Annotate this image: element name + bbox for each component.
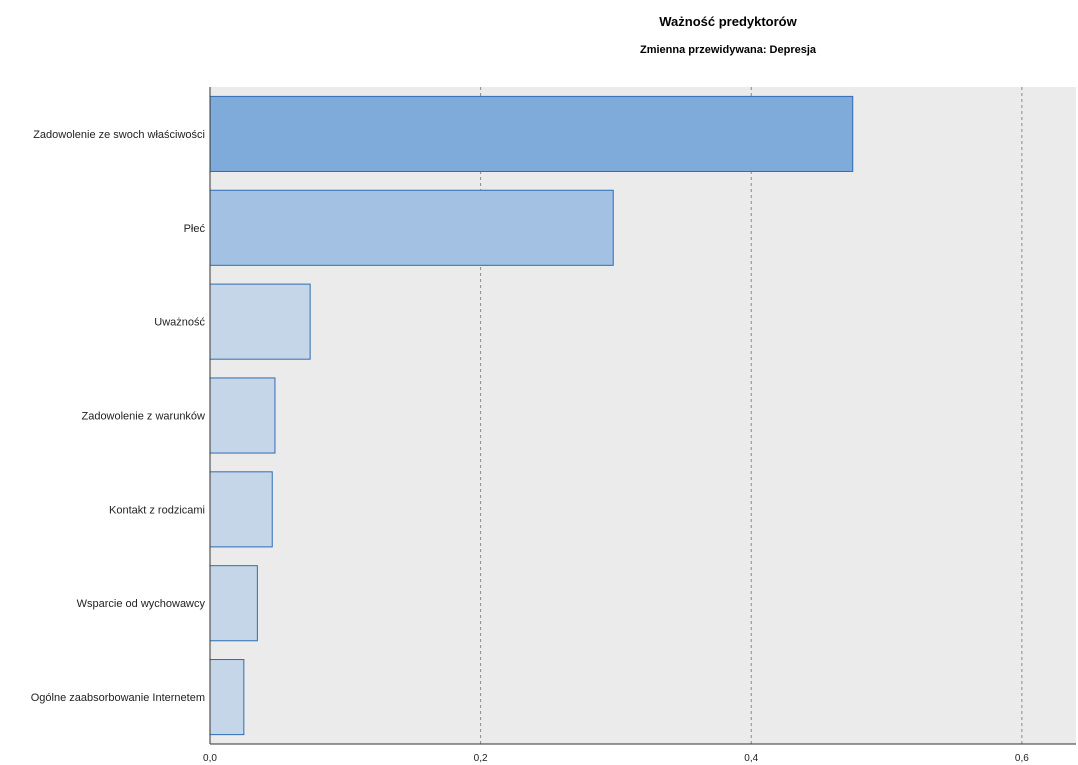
x-tick-label: 0,0	[203, 753, 217, 764]
category-label: Wsparcie od wychowawcy	[77, 598, 206, 610]
x-tick-label: 0,6	[1015, 753, 1029, 764]
chart-subtitle: Zmienna przewidywana: Depresja	[640, 44, 817, 56]
category-label: Zadowolenie z warunków	[81, 411, 205, 423]
bars	[209, 95, 854, 736]
category-label: Uważność	[154, 317, 205, 329]
bar	[209, 283, 311, 360]
bar	[209, 189, 614, 266]
category-label: Ogólne zaabsorbowanie Internetem	[31, 692, 205, 704]
x-tick-label: 0,4	[744, 753, 758, 764]
bar	[209, 659, 245, 736]
category-label: Kontakt z rodzicami	[109, 504, 205, 516]
x-tick-labels: 0,0 0,2 0,4 0,6	[203, 753, 1029, 764]
plot-area	[209, 87, 1076, 745]
category-label: Zadowolenie ze swoch właściwości	[33, 129, 205, 141]
bar	[209, 95, 854, 172]
category-label: Płeć	[184, 223, 206, 235]
bar	[209, 565, 258, 642]
bar	[209, 471, 273, 548]
chart-title: Ważność predyktorów	[659, 14, 797, 29]
plot-background	[210, 87, 1076, 744]
bar	[209, 377, 276, 454]
category-labels: Zadowolenie ze swoch właściwości Płeć Uważ…	[31, 129, 206, 704]
x-tick-label: 0,2	[474, 753, 488, 764]
